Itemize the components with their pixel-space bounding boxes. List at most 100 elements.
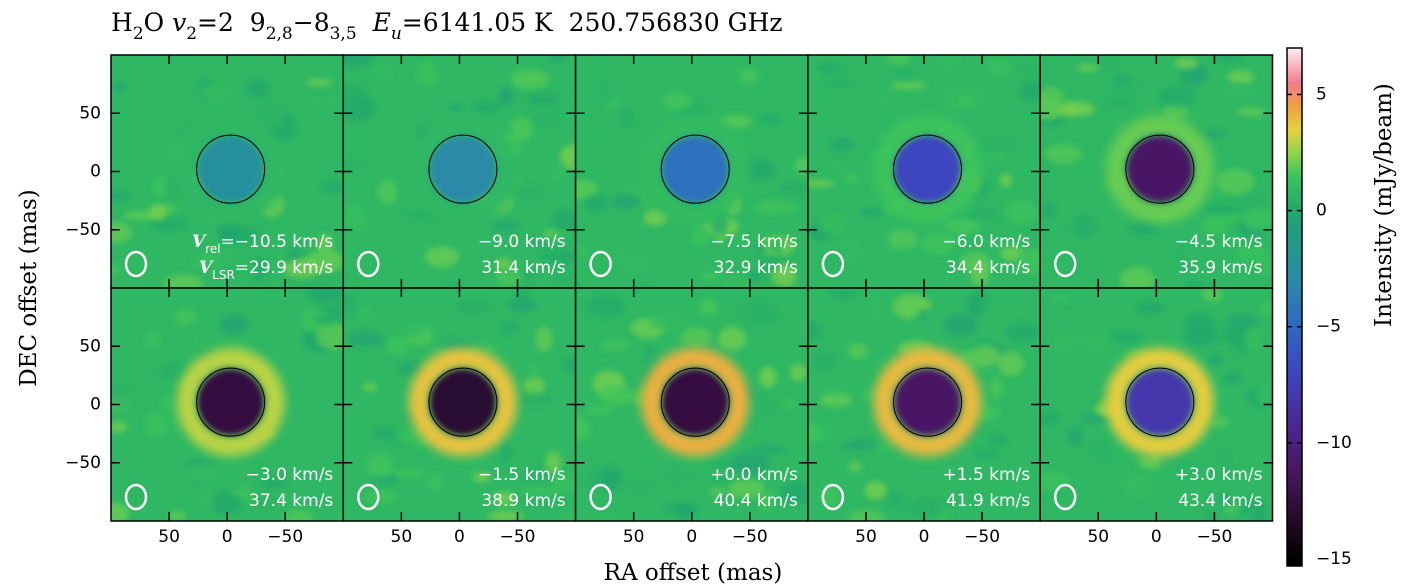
beam xyxy=(821,250,845,278)
noise xyxy=(542,251,576,265)
beam xyxy=(589,483,612,511)
noise xyxy=(173,308,197,326)
noise xyxy=(733,234,747,245)
noise xyxy=(575,244,590,258)
noise xyxy=(507,299,537,313)
noise xyxy=(312,315,334,324)
stellar-disk xyxy=(1125,134,1195,204)
beam xyxy=(124,250,148,278)
noise xyxy=(515,187,549,198)
vrel: +1.5 km/s xyxy=(943,465,1031,485)
noise xyxy=(625,477,654,494)
vlsr-label: 32.9 km/s xyxy=(714,258,798,278)
noise xyxy=(1242,208,1273,232)
noise xyxy=(1200,509,1219,521)
noise xyxy=(1088,439,1113,463)
noise xyxy=(163,274,204,288)
noise xyxy=(526,93,559,105)
noise xyxy=(521,442,541,463)
noise xyxy=(217,220,240,243)
noise xyxy=(495,268,524,287)
vlsr: 35.9 km/s xyxy=(1178,258,1262,278)
vlsr: 40.4 km/s xyxy=(714,491,798,511)
noise xyxy=(373,63,393,84)
noise xyxy=(859,208,885,217)
noise xyxy=(184,463,219,484)
noise xyxy=(343,276,355,288)
vlsr-label: 40.4 km/s xyxy=(714,491,798,511)
noise xyxy=(597,385,636,406)
noise xyxy=(343,55,374,68)
x-tick-label: 0 xyxy=(919,527,930,547)
x-tick-label: −50 xyxy=(267,527,303,547)
noise xyxy=(535,326,553,352)
noise xyxy=(520,483,559,498)
x-axis-label: RA offset (mas) xyxy=(604,560,783,586)
x-tick-label: −50 xyxy=(1196,527,1232,547)
noise xyxy=(990,434,1009,446)
title-part: H xyxy=(111,8,133,37)
beam xyxy=(124,483,148,511)
vlsr: 29.9 km/s xyxy=(249,258,333,278)
noise xyxy=(1020,81,1041,101)
stellar-disk xyxy=(428,134,498,204)
emission-ring xyxy=(641,348,750,457)
noise xyxy=(736,301,776,321)
noise xyxy=(720,114,753,129)
noise xyxy=(1216,168,1255,195)
vlsr: 37.4 km/s xyxy=(249,491,333,511)
noise xyxy=(945,219,981,235)
noise xyxy=(599,467,623,491)
noise xyxy=(377,180,397,205)
noise xyxy=(245,79,271,98)
noise xyxy=(498,86,514,106)
noise xyxy=(813,352,836,369)
noise xyxy=(968,479,991,494)
noise xyxy=(1005,323,1041,342)
noise xyxy=(1119,266,1155,288)
noise xyxy=(823,417,859,444)
noise xyxy=(343,292,359,313)
noise xyxy=(739,67,760,84)
x-tick-label: 0 xyxy=(454,527,465,547)
noise xyxy=(1201,288,1223,303)
vrel-label: −3.0 km/s xyxy=(246,465,334,485)
noise xyxy=(827,77,852,87)
noise xyxy=(1186,279,1205,288)
noise xyxy=(250,466,266,491)
noise xyxy=(448,103,462,113)
noise xyxy=(471,101,500,114)
noise xyxy=(595,513,628,521)
noise xyxy=(1207,355,1224,365)
absorption-disk xyxy=(662,136,729,203)
noise xyxy=(1185,312,1215,333)
noise xyxy=(111,420,128,434)
noise xyxy=(691,224,709,248)
noise xyxy=(499,442,513,465)
absorption-disk xyxy=(429,369,496,436)
vlsr-label: VLSR=29.9 km/s xyxy=(199,258,333,282)
vrel: −10.5 km/s xyxy=(235,232,334,252)
noise xyxy=(501,321,520,333)
vlsr: 34.4 km/s xyxy=(946,258,1030,278)
beam xyxy=(1053,483,1077,511)
noise xyxy=(753,242,768,255)
title-part: −8 xyxy=(293,8,330,37)
title-part xyxy=(357,8,373,37)
emission-ring xyxy=(873,348,982,457)
noise xyxy=(680,327,713,347)
panel xyxy=(1040,288,1273,521)
noise xyxy=(241,483,255,505)
noise xyxy=(518,468,554,484)
symbol-eq: = xyxy=(221,232,235,252)
noise xyxy=(1049,293,1071,305)
noise xyxy=(1236,107,1266,117)
noise xyxy=(492,221,521,231)
noise xyxy=(974,293,987,308)
panel xyxy=(807,288,1041,521)
x-tick-label: 50 xyxy=(1087,527,1109,547)
title-part: v xyxy=(172,8,186,37)
noise xyxy=(560,144,576,170)
stellar-disk xyxy=(428,367,498,437)
noise xyxy=(112,81,127,92)
